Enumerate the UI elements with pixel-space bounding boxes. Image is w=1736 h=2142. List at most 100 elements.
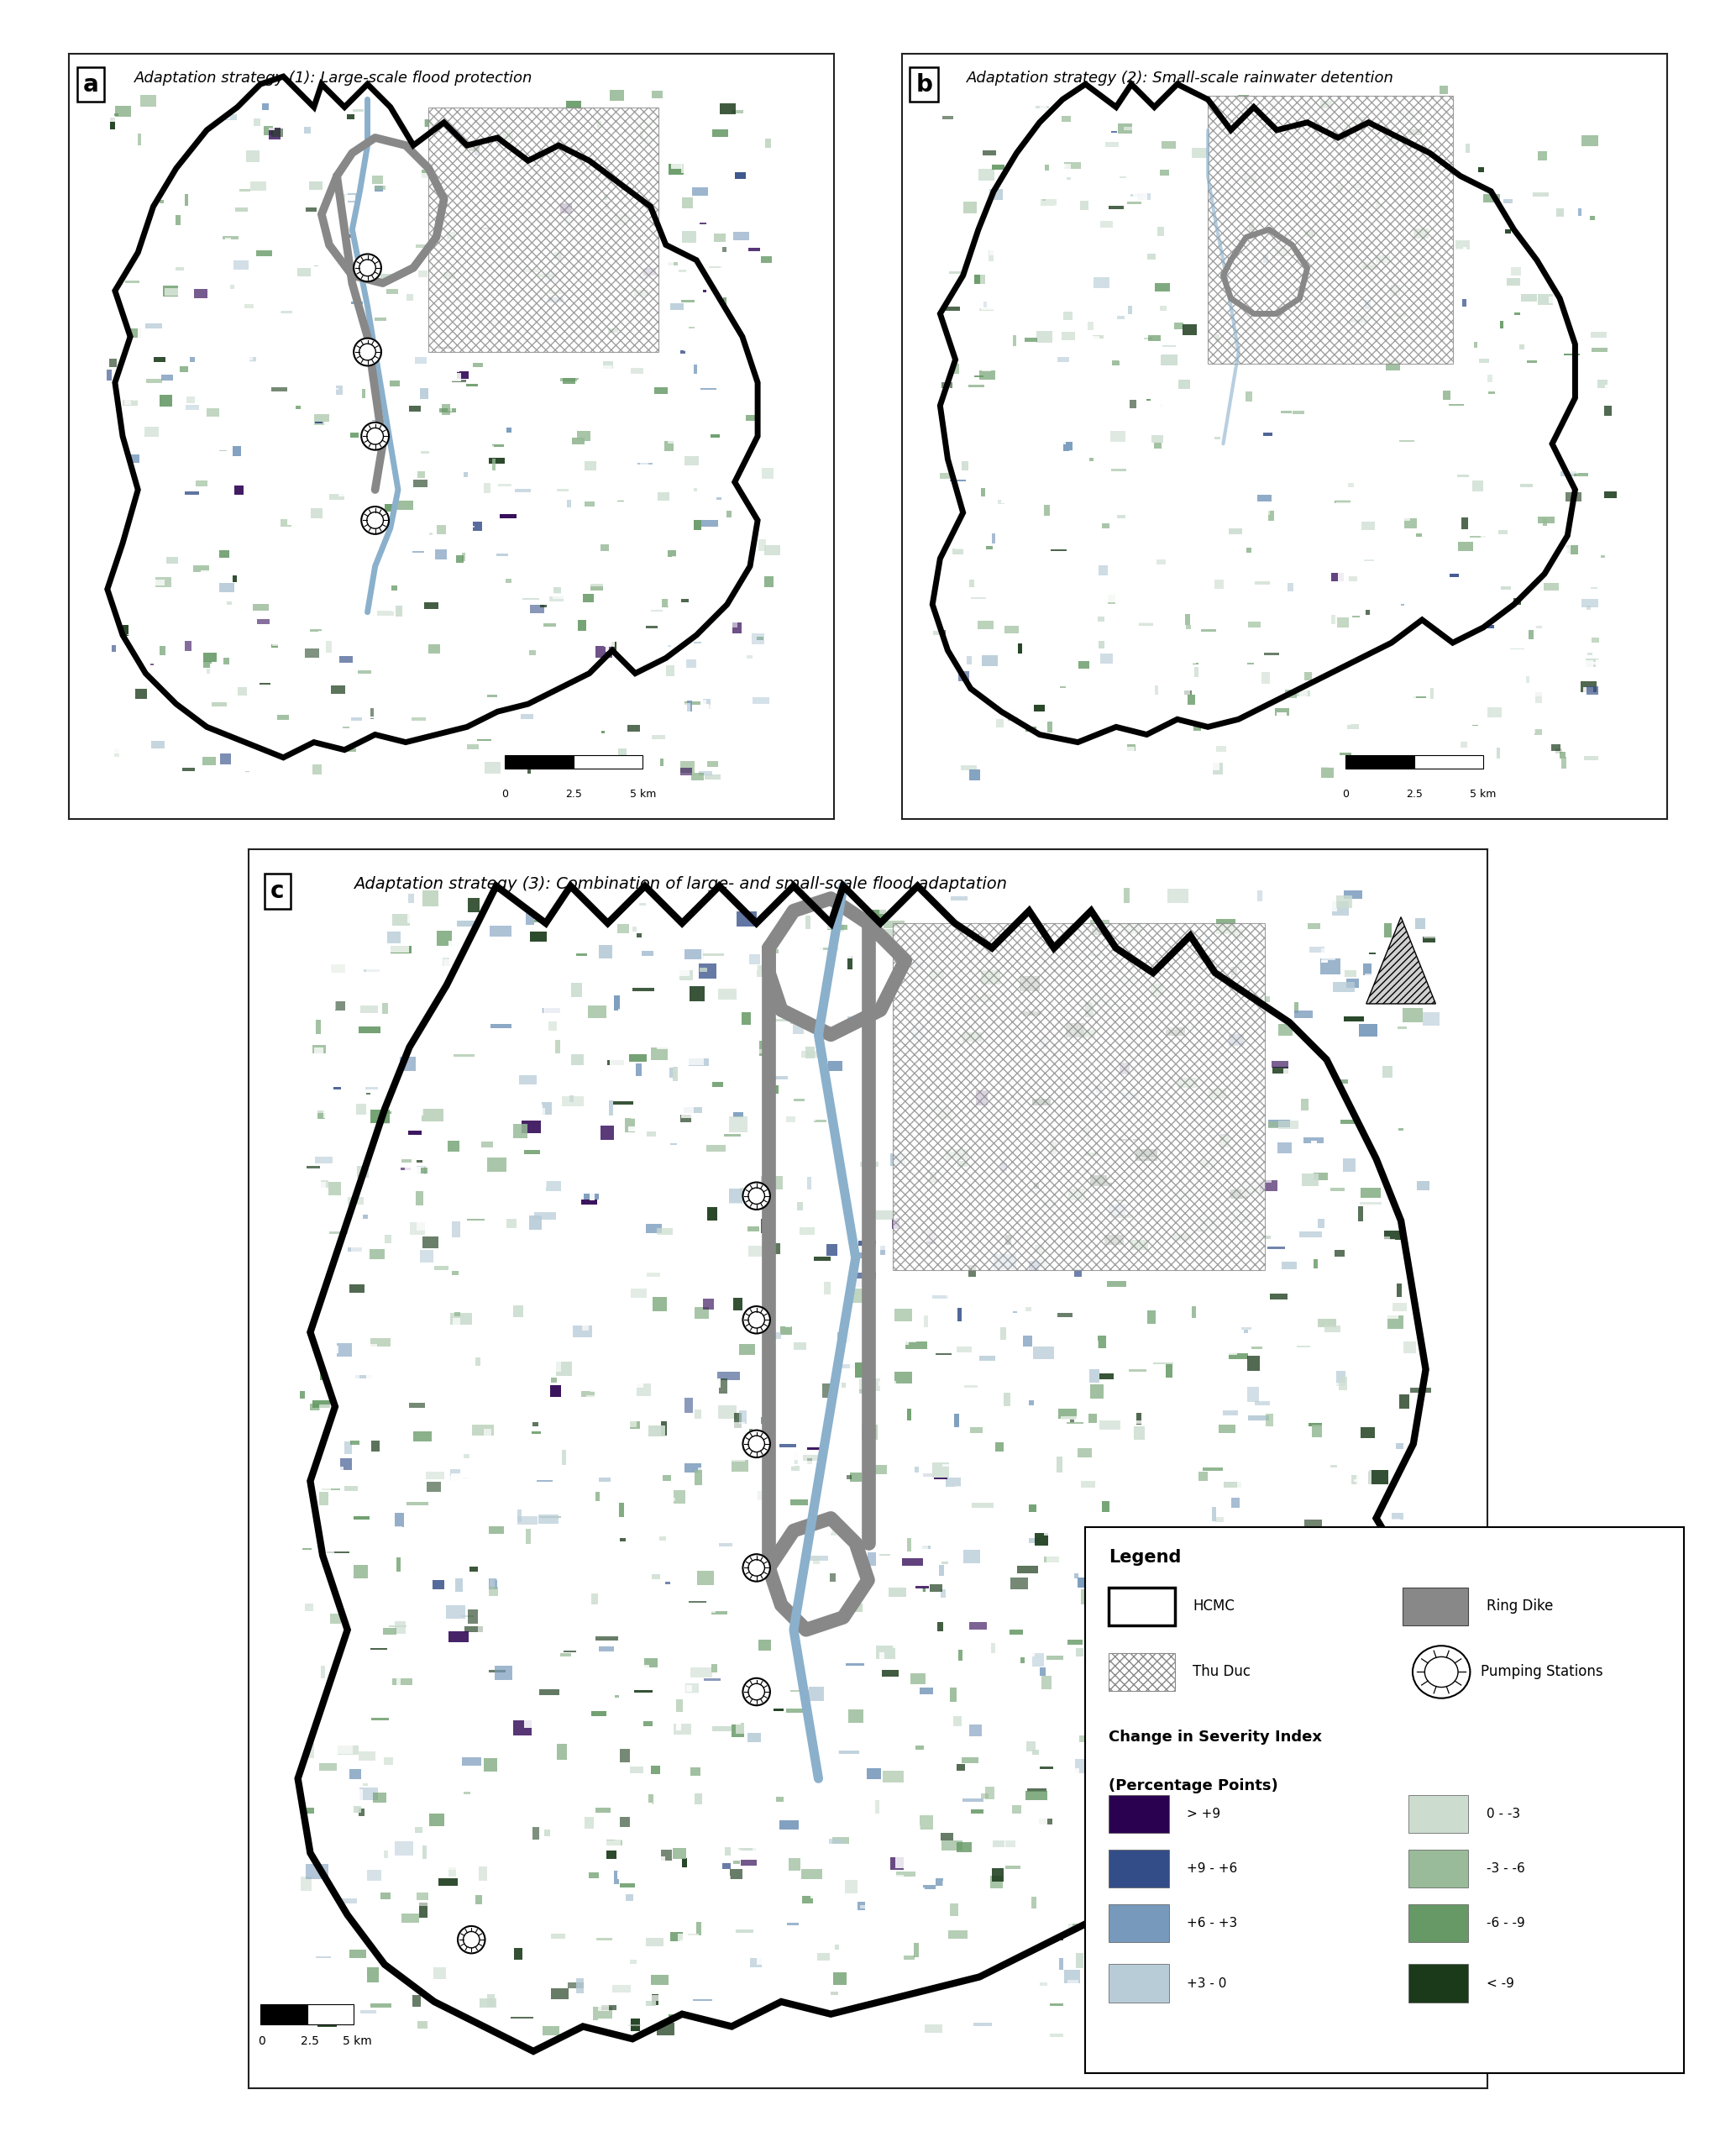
Bar [533, 161, 549, 171]
Bar [630, 1767, 642, 1774]
Bar [941, 381, 953, 388]
Bar [1029, 390, 1045, 401]
Bar [366, 964, 387, 977]
Bar [592, 1364, 615, 1377]
Bar [1135, 970, 1156, 979]
Bar [658, 1542, 672, 1549]
Bar [986, 518, 1000, 523]
Bar [1080, 1735, 1101, 1741]
Bar [309, 630, 321, 632]
Bar [387, 932, 401, 945]
Bar [903, 1232, 920, 1242]
Bar [1231, 1896, 1240, 1909]
Bar [146, 323, 161, 328]
Bar [564, 86, 573, 94]
Bar [908, 1000, 925, 1009]
Bar [1016, 390, 1033, 403]
Bar [1165, 1786, 1170, 1801]
Text: 5 km: 5 km [630, 788, 656, 799]
Bar [1156, 559, 1167, 565]
Bar [1347, 1887, 1359, 1898]
Bar [615, 996, 620, 1011]
Bar [995, 1442, 1003, 1452]
Bar [1285, 1636, 1297, 1647]
Bar [507, 439, 521, 441]
Bar [538, 441, 549, 448]
Bar [1542, 518, 1547, 525]
Bar [790, 1499, 807, 1506]
Bar [1318, 1283, 1323, 1289]
Bar [599, 2018, 615, 2031]
Bar [1113, 1759, 1128, 1771]
Bar [1017, 287, 1026, 289]
Bar [1241, 212, 1246, 218]
Bar [328, 274, 333, 281]
Bar [344, 1442, 352, 1454]
Bar [549, 696, 557, 703]
Bar [1139, 1711, 1142, 1720]
Bar [536, 274, 554, 278]
Bar [333, 1504, 349, 1517]
Bar [1410, 1133, 1429, 1140]
Bar [1555, 750, 1562, 754]
Bar [1099, 1842, 1121, 1857]
Bar [439, 2022, 444, 2026]
Bar [1007, 156, 1016, 165]
Bar [300, 1392, 306, 1399]
Bar [207, 409, 219, 418]
Bar [738, 1075, 757, 1088]
Bar [618, 923, 628, 934]
Bar [408, 893, 413, 904]
Bar [372, 692, 382, 703]
Bar [929, 1249, 948, 1257]
Bar [1033, 705, 1045, 711]
Bar [1295, 1249, 1304, 1257]
Bar [767, 1234, 773, 1249]
Bar [115, 748, 120, 756]
Bar [1213, 244, 1227, 253]
Bar [1575, 769, 1580, 773]
Bar [1153, 1891, 1168, 1898]
Bar [427, 1482, 441, 1491]
Bar [1326, 1206, 1347, 1223]
Bar [785, 1360, 797, 1371]
Bar [1286, 966, 1302, 981]
Bar [946, 381, 950, 392]
Bar [523, 1403, 540, 1409]
Bar [1358, 645, 1370, 651]
Bar [776, 1382, 783, 1392]
Bar [349, 174, 358, 180]
Bar [1502, 587, 1512, 589]
Bar [1415, 1062, 1429, 1071]
Bar [507, 2009, 510, 2013]
Bar [1073, 261, 1088, 263]
Bar [1154, 283, 1170, 291]
Bar [1450, 114, 1457, 118]
Bar [1219, 1266, 1226, 1272]
Bar [1170, 1307, 1187, 1313]
Bar [1335, 555, 1344, 565]
Bar [273, 336, 281, 345]
Bar [962, 1032, 981, 1041]
Bar [156, 550, 172, 561]
Bar [118, 469, 130, 473]
Bar [267, 508, 271, 512]
Bar [616, 2001, 623, 2011]
Bar [325, 1431, 340, 1439]
Bar [960, 1469, 969, 1474]
Bar [1354, 1872, 1358, 1874]
Bar [1127, 1137, 1134, 1144]
Bar [1158, 1150, 1163, 1161]
Bar [1109, 206, 1123, 210]
Bar [1213, 1660, 1234, 1666]
Bar [911, 1673, 925, 1684]
Bar [667, 364, 672, 371]
Bar [969, 1568, 981, 1579]
Bar [1333, 1080, 1347, 1086]
Bar [295, 405, 300, 409]
Bar [1335, 1825, 1356, 1840]
Bar [743, 345, 746, 351]
Bar [844, 917, 856, 925]
Bar [233, 446, 241, 456]
Bar [566, 281, 573, 283]
